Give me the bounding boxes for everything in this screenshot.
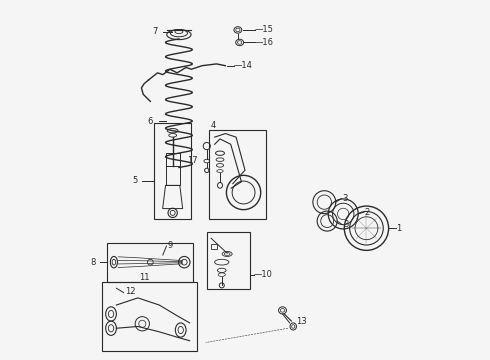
Bar (154, 123, 192, 219)
Text: 8: 8 (90, 258, 96, 267)
Text: 1: 1 (396, 224, 402, 233)
Text: 5: 5 (133, 176, 138, 185)
Text: 11: 11 (140, 273, 150, 282)
Text: 6: 6 (147, 117, 153, 126)
Text: 3: 3 (342, 194, 347, 203)
Text: —14: —14 (234, 61, 252, 70)
Text: —10: —10 (254, 270, 273, 279)
Bar (211, 244, 217, 249)
Bar (166, 153, 180, 185)
Text: 2: 2 (365, 208, 370, 217)
Text: 3: 3 (343, 220, 348, 229)
Bar (102, 282, 197, 351)
Text: —15: —15 (255, 26, 274, 35)
Text: —16: —16 (255, 38, 274, 47)
Text: 9: 9 (168, 241, 173, 250)
Text: 4: 4 (210, 121, 216, 130)
Text: 17: 17 (187, 156, 198, 165)
Bar (107, 243, 193, 282)
Text: 12: 12 (125, 287, 136, 296)
Bar (207, 232, 250, 289)
Bar (209, 130, 267, 219)
Text: 13: 13 (296, 316, 306, 325)
Text: 7: 7 (152, 27, 157, 36)
